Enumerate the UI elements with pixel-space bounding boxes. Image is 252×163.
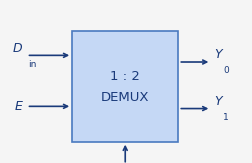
Text: Y: Y	[213, 48, 220, 61]
Bar	[72, 31, 178, 142]
Text: Y: Y	[213, 95, 220, 108]
Text: D: D	[13, 42, 23, 55]
Text: 1: 1	[223, 113, 228, 122]
Text: in: in	[28, 60, 36, 69]
Text: E: E	[15, 100, 23, 112]
Text: 0: 0	[223, 66, 228, 75]
Text: DEMUX: DEMUX	[101, 91, 149, 104]
Text: 1 : 2: 1 : 2	[110, 70, 140, 83]
